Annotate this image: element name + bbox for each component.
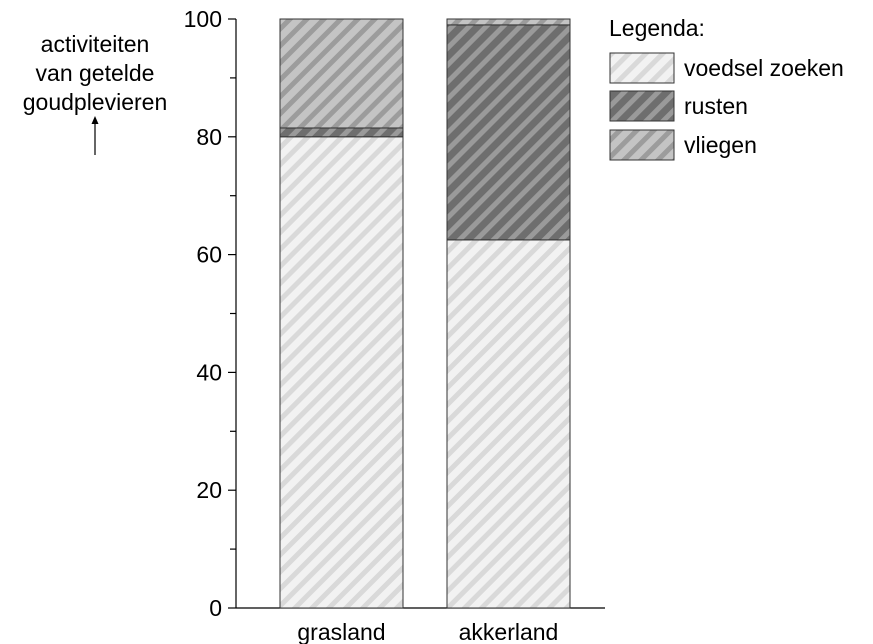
category-label-akkerland: akkerland <box>459 619 559 644</box>
y-tick-label: 0 <box>209 595 222 621</box>
bars <box>279 18 571 609</box>
category-labels: grasland akkerland <box>297 619 558 644</box>
legend-label-rusten: rusten <box>684 93 748 119</box>
legend-label-voedsel-zoeken: voedsel zoeken <box>684 55 844 81</box>
bar-segment-grasland-rusten <box>279 127 404 138</box>
bar-segment-akkerland-voedsel-zoeken <box>446 239 571 609</box>
bar-segment-akkerland-rusten <box>446 24 571 241</box>
y-tick-label: 60 <box>196 242 222 268</box>
category-label-grasland: grasland <box>297 619 385 644</box>
y-axis-arrow-head-icon <box>91 116 99 124</box>
y-axis-label-line-2: van getelde <box>36 60 155 86</box>
y-axis-label: activiteiten van getelde goudplevieren <box>23 31 168 155</box>
legend-swatch-vliegen <box>609 129 675 161</box>
legend-swatch-rusten <box>609 90 675 122</box>
bar-segment-grasland-voedsel-zoeken <box>279 136 404 609</box>
legend-title: Legenda: <box>609 15 705 41</box>
legend: Legenda: voedsel zoeken rusten vliegen <box>609 15 844 161</box>
y-axis-label-line-3: goudplevieren <box>23 89 168 115</box>
legend-label-vliegen: vliegen <box>684 132 757 158</box>
legend-swatch-voedsel-zoeken <box>609 52 675 84</box>
bar-segment-akkerland-vliegen <box>446 18 571 26</box>
y-tick-label: 40 <box>196 359 222 385</box>
y-axis-label-line-1: activiteiten <box>41 31 150 57</box>
y-tick-label: 20 <box>196 477 222 503</box>
y-tick-label: 100 <box>184 6 222 32</box>
y-tick-label: 80 <box>196 124 222 150</box>
bar-segment-grasland-vliegen <box>279 18 404 129</box>
